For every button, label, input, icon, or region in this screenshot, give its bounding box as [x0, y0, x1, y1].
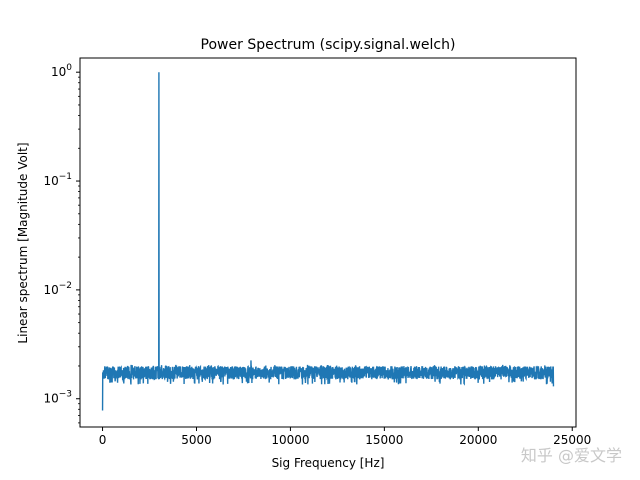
x-axis-label: Sig Frequency [Hz] [272, 456, 385, 470]
x-tick-label: 0 [99, 433, 107, 447]
spectrum-series-line [101, 72, 555, 411]
y-tick-label: 100 [51, 63, 72, 79]
chart-title: Power Spectrum (scipy.signal.welch) [201, 37, 456, 53]
y-tick-label: 10−2 [43, 281, 72, 297]
x-tick-label: 25000 [553, 433, 591, 447]
x-tick-label: 20000 [459, 433, 497, 447]
x-tick-label: 15000 [365, 433, 403, 447]
x-tick-label: 5000 [181, 433, 212, 447]
y-tick-label: 10−3 [43, 390, 72, 406]
y-tick-label: 10−1 [43, 172, 72, 188]
watermark: 知乎 @爱文学 [520, 446, 622, 465]
x-tick-label: 10000 [271, 433, 309, 447]
y-axis-label: Linear spectrum [Magnitude Volt] [16, 142, 30, 343]
plot-frame [79, 57, 577, 428]
